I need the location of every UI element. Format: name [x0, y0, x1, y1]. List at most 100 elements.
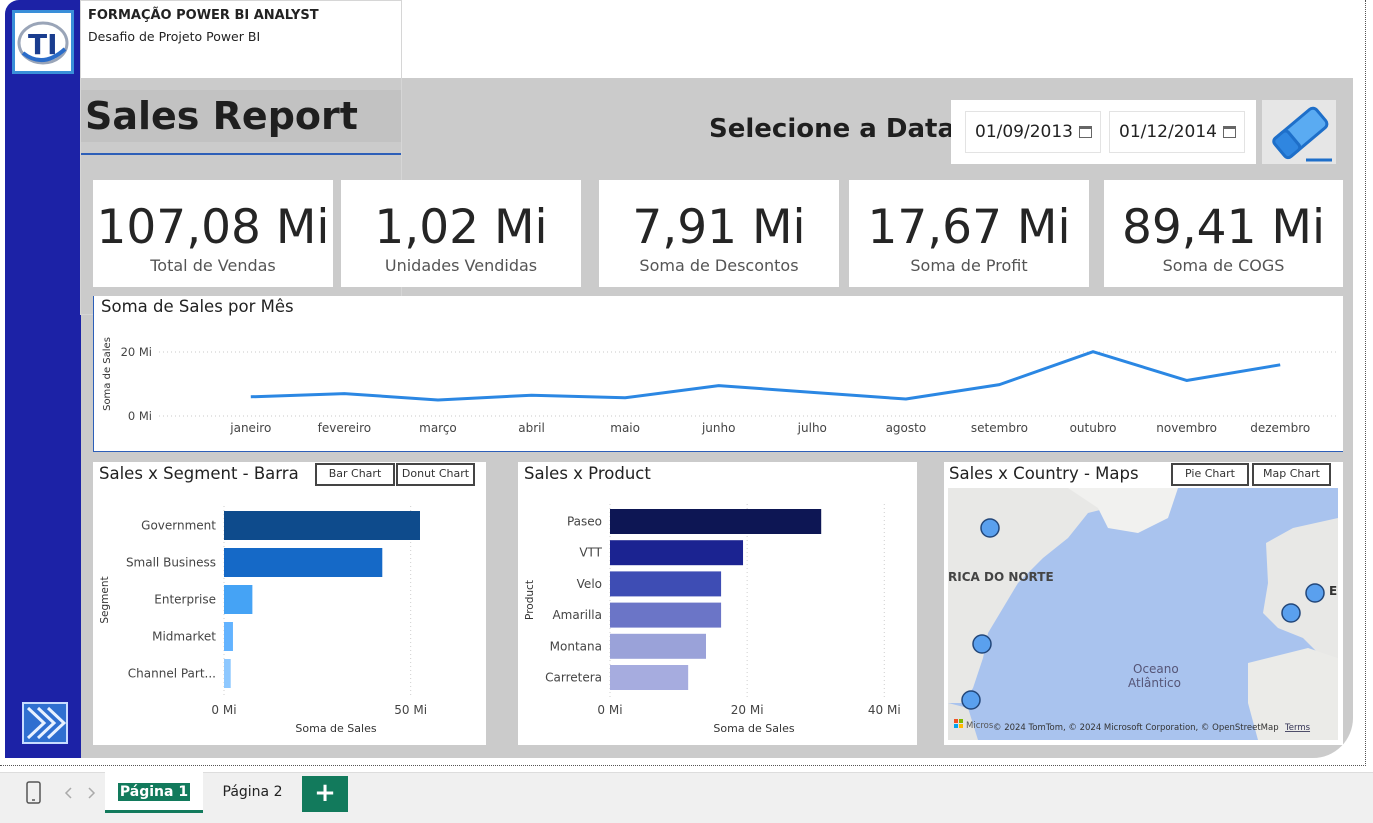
pie-chart-toggle[interactable]: Pie Chart: [1171, 463, 1249, 486]
navigate-forward-button[interactable]: [22, 702, 68, 744]
x-tick-label: dezembro: [1250, 421, 1310, 435]
bar: [610, 571, 722, 597]
country-map[interactable]: RICA DO NORTE Oceano Atlântico E Micros …: [948, 488, 1338, 740]
bar: [610, 633, 706, 659]
x-tick-label: outubro: [1070, 421, 1117, 435]
donut-chart-toggle[interactable]: Donut Chart: [396, 463, 475, 486]
map-point-usa[interactable]: [972, 634, 992, 654]
map-point-mexico[interactable]: [961, 690, 981, 710]
series-line-sales: [250, 350, 1281, 402]
ti-logo: TI: [12, 10, 74, 74]
page-boundary-right: [1365, 0, 1366, 766]
bar: [224, 622, 233, 651]
x-axis-title: Soma de Sales: [295, 722, 376, 735]
category-label: Montana: [550, 639, 602, 653]
date-slicer: 01/09/2013 01/12/2014: [951, 100, 1256, 164]
bar: [610, 602, 722, 628]
report-title: Sales Report: [85, 94, 358, 138]
title-underline: [81, 153, 401, 155]
category-label: Paseo: [567, 515, 602, 529]
tab-page-1[interactable]: Página 1: [105, 772, 203, 813]
x-tick-label: janeiro: [229, 421, 271, 435]
tab-page-2[interactable]: Página 2: [205, 772, 300, 813]
kpi-card-total-vendas[interactable]: 107,08 Mi Total de Vendas: [93, 180, 333, 287]
x-tick-label: agosto: [886, 421, 927, 435]
page-boundary-bottom: [0, 765, 1366, 766]
bar: [224, 511, 420, 540]
chart-title: Sales x Country - Maps: [949, 464, 1139, 483]
calendar-icon[interactable]: [1223, 126, 1236, 138]
double-chevron-right-icon: [26, 706, 67, 740]
page-tab-bar: [0, 772, 1373, 823]
bar: [224, 585, 253, 614]
category-label: Carretera: [545, 671, 602, 685]
x-tick-label: novembro: [1156, 421, 1217, 435]
segment-chart-card[interactable]: Sales x Segment - Barra 0 Mi 50 Mi Governm…: [93, 462, 486, 745]
map-point-france[interactable]: [1281, 603, 1301, 623]
bar: [610, 665, 689, 690]
mobile-layout-icon[interactable]: [26, 781, 42, 805]
x-tick-label: setembro: [971, 421, 1028, 435]
x-tick-label: 0 Mi: [597, 703, 622, 717]
sidebar: [5, 0, 81, 758]
bar: [610, 509, 822, 534]
product-chart-card[interactable]: Sales x Product 0 Mi 20 Mi 40 Mi Paseo VTT Ve…: [518, 462, 917, 745]
line-chart-plot: 0 Mi 20 Mi Soma de Sales janeiro fevereiro ma…: [102, 337, 1336, 435]
y-axis-title: Segment: [99, 576, 111, 623]
kpi-label: Soma de Profit: [910, 256, 1028, 275]
bar: [610, 540, 744, 566]
tab-page-1-label: Página 1: [117, 783, 191, 801]
map-label-continent: RICA DO NORTE: [948, 570, 1054, 584]
product-bar-plot: 0 Mi 20 Mi 40 Mi Paseo VTT Velo Amarilla Montan…: [524, 504, 901, 735]
kpi-card-unidades-vendidas[interactable]: 1,02 Mi Unidades Vendidas: [341, 180, 581, 287]
bar-chart-toggle[interactable]: Bar Chart: [315, 463, 395, 486]
kpi-card-soma-profit[interactable]: 17,67 Mi Soma de Profit: [849, 180, 1089, 287]
map-graphic: RICA DO NORTE Oceano Atlântico E Micros …: [948, 488, 1338, 740]
kpi-value: 1,02 Mi: [374, 200, 548, 255]
map-point-germany[interactable]: [1305, 583, 1325, 603]
x-tick-label: maio: [610, 421, 640, 435]
tab-page-2-label: Página 2: [222, 784, 283, 800]
y-axis-title: Product: [524, 580, 536, 620]
map-label-ocean-2: Atlântico: [1128, 676, 1181, 690]
category-label: Small Business: [126, 556, 216, 570]
x-tick-label: abril: [518, 421, 545, 435]
add-page-button[interactable]: +: [302, 776, 348, 812]
y-tick-label: 20 Mi: [121, 345, 152, 359]
kpi-card-soma-cogs[interactable]: 89,41 Mi Soma de COGS: [1104, 180, 1343, 287]
kpi-value: 89,41 Mi: [1121, 200, 1326, 255]
eraser-icon: [1272, 106, 1332, 162]
kpi-label: Unidades Vendidas: [384, 256, 538, 275]
map-chart-toggle[interactable]: Map Chart: [1252, 463, 1331, 486]
category-label: Channel Part...: [128, 667, 216, 681]
kpi-card-soma-descontos[interactable]: 7,91 Mi Soma de Descontos: [599, 180, 839, 287]
kpi-value: 17,67 Mi: [867, 200, 1071, 255]
kpi-value: 107,08 Mi: [96, 200, 330, 255]
kpi-label: Soma de COGS: [1162, 256, 1285, 275]
clear-filters-button[interactable]: [1262, 100, 1336, 164]
calendar-icon[interactable]: [1079, 126, 1092, 138]
chevron-right-icon[interactable]: [86, 787, 96, 799]
logo-text: TI: [28, 28, 58, 61]
date-selector-label: Selecione a Data: [709, 114, 955, 144]
chart-title: Sales x Product: [524, 464, 651, 483]
x-tick-label: 50 Mi: [394, 703, 427, 717]
category-label: VTT: [579, 546, 602, 560]
x-tick-label: 20 Mi: [731, 703, 764, 717]
kpi-label: Total de Vendas: [150, 256, 276, 275]
y-tick-label: 0 Mi: [128, 409, 152, 423]
kpi-label: Soma de Descontos: [639, 256, 799, 275]
date-end-value: 01/12/2014: [1119, 122, 1217, 142]
map-terms-link[interactable]: Terms: [1284, 723, 1311, 733]
map-label-ocean-1: Oceano: [1133, 662, 1179, 676]
chart-title: Soma de Sales por Mês: [101, 297, 294, 316]
segment-bar-plot: 0 Mi 50 Mi Government Small Business Enterpr…: [99, 506, 427, 735]
map-point-canada[interactable]: [980, 518, 1000, 538]
category-label: Velo: [577, 577, 602, 591]
map-label-edge: E: [1329, 584, 1337, 598]
chevron-left-icon[interactable]: [64, 787, 74, 799]
x-tick-label: 40 Mi: [868, 703, 901, 717]
date-start-input[interactable]: 01/09/2013: [965, 111, 1101, 153]
date-end-input[interactable]: 01/12/2014: [1109, 111, 1245, 153]
monthly-sales-chart[interactable]: Soma de Sales por Mês 0 Mi 20 Mi Soma de S…: [93, 296, 1343, 452]
